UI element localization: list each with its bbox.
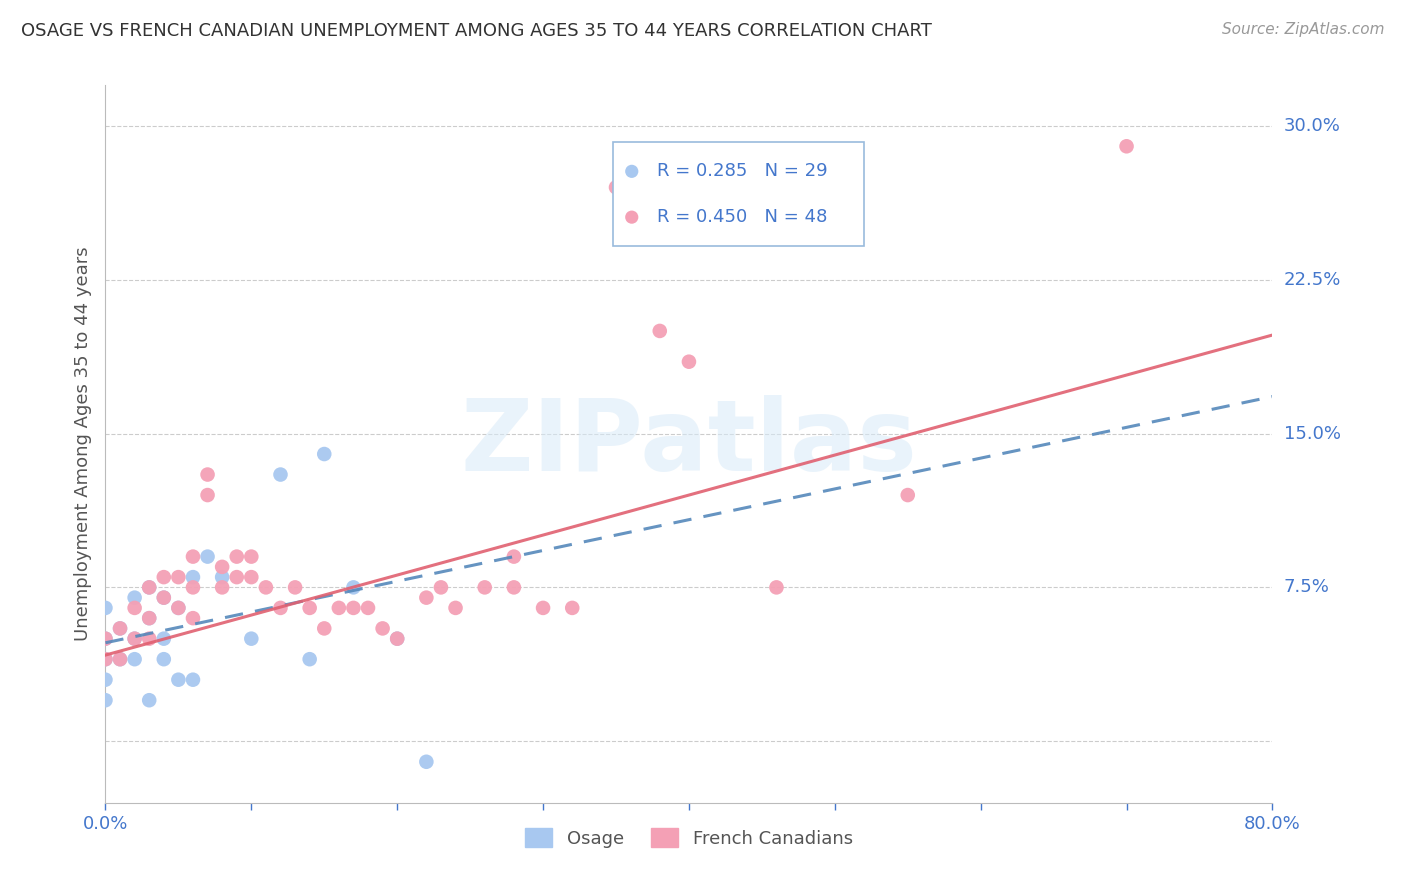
Point bbox=[444, 601, 467, 615]
Point bbox=[298, 652, 321, 666]
Point bbox=[415, 591, 437, 605]
Point bbox=[108, 621, 131, 635]
Point bbox=[153, 570, 174, 584]
Point bbox=[240, 632, 263, 646]
Point bbox=[211, 560, 233, 574]
Point bbox=[284, 580, 307, 594]
Point bbox=[138, 580, 160, 594]
Y-axis label: Unemployment Among Ages 35 to 44 years: Unemployment Among Ages 35 to 44 years bbox=[73, 246, 91, 641]
Text: OSAGE VS FRENCH CANADIAN UNEMPLOYMENT AMONG AGES 35 TO 44 YEARS CORRELATION CHAR: OSAGE VS FRENCH CANADIAN UNEMPLOYMENT AM… bbox=[21, 22, 932, 40]
Point bbox=[503, 549, 526, 564]
Point bbox=[225, 549, 247, 564]
Point bbox=[503, 580, 526, 594]
Point bbox=[124, 652, 146, 666]
FancyBboxPatch shape bbox=[613, 142, 863, 246]
Point bbox=[181, 580, 204, 594]
Point bbox=[94, 652, 117, 666]
Point bbox=[211, 570, 233, 584]
Point bbox=[94, 652, 117, 666]
Point bbox=[430, 580, 453, 594]
Point bbox=[269, 467, 292, 482]
Text: 7.5%: 7.5% bbox=[1284, 578, 1330, 597]
Text: 30.0%: 30.0% bbox=[1284, 117, 1340, 135]
Point bbox=[138, 611, 160, 625]
Point bbox=[153, 632, 174, 646]
Point bbox=[385, 632, 409, 646]
Point bbox=[678, 354, 700, 368]
Point bbox=[153, 652, 174, 666]
Point bbox=[167, 601, 190, 615]
Point bbox=[328, 601, 350, 615]
Point bbox=[197, 488, 219, 502]
Point bbox=[765, 580, 787, 594]
Point bbox=[197, 549, 219, 564]
Point bbox=[225, 570, 247, 584]
Point bbox=[94, 673, 117, 687]
Text: R = 0.285   N = 29: R = 0.285 N = 29 bbox=[658, 162, 828, 180]
Point bbox=[167, 673, 190, 687]
Point bbox=[94, 632, 117, 646]
Point bbox=[153, 591, 174, 605]
Point bbox=[474, 580, 496, 594]
Point bbox=[94, 693, 117, 707]
Point bbox=[138, 693, 160, 707]
Point bbox=[240, 570, 263, 584]
Point bbox=[153, 591, 174, 605]
Point bbox=[181, 673, 204, 687]
Text: R = 0.450   N = 48: R = 0.450 N = 48 bbox=[658, 208, 828, 227]
Text: 15.0%: 15.0% bbox=[1284, 425, 1340, 442]
Point bbox=[240, 549, 263, 564]
Point bbox=[181, 611, 204, 625]
Point bbox=[298, 601, 321, 615]
Point bbox=[371, 621, 394, 635]
Point bbox=[124, 632, 146, 646]
Point bbox=[357, 601, 380, 615]
Point bbox=[269, 601, 292, 615]
Point bbox=[197, 467, 219, 482]
Point bbox=[138, 632, 160, 646]
Text: 22.5%: 22.5% bbox=[1284, 270, 1341, 289]
Point bbox=[167, 601, 190, 615]
Point bbox=[108, 652, 131, 666]
Point bbox=[108, 652, 131, 666]
Point bbox=[138, 611, 160, 625]
Point bbox=[124, 601, 146, 615]
Point bbox=[385, 632, 409, 646]
Point bbox=[342, 580, 364, 594]
Point bbox=[94, 632, 117, 646]
Point bbox=[342, 601, 364, 615]
Point bbox=[108, 621, 131, 635]
Text: Source: ZipAtlas.com: Source: ZipAtlas.com bbox=[1222, 22, 1385, 37]
Point bbox=[124, 632, 146, 646]
Point bbox=[181, 549, 204, 564]
Point bbox=[124, 591, 146, 605]
Point bbox=[314, 447, 336, 461]
Point bbox=[605, 180, 627, 194]
Point bbox=[138, 580, 160, 594]
Point bbox=[561, 601, 583, 615]
Point bbox=[94, 601, 117, 615]
Point bbox=[314, 621, 336, 635]
Point bbox=[211, 580, 233, 594]
Point bbox=[167, 570, 190, 584]
Point bbox=[254, 580, 277, 594]
Point bbox=[181, 570, 204, 584]
Point bbox=[1115, 139, 1137, 153]
Point bbox=[648, 324, 671, 338]
Point bbox=[897, 488, 920, 502]
Text: ZIPatlas: ZIPatlas bbox=[461, 395, 917, 492]
Legend: Osage, French Canadians: Osage, French Canadians bbox=[517, 821, 860, 855]
Point bbox=[415, 755, 437, 769]
Point bbox=[531, 601, 554, 615]
